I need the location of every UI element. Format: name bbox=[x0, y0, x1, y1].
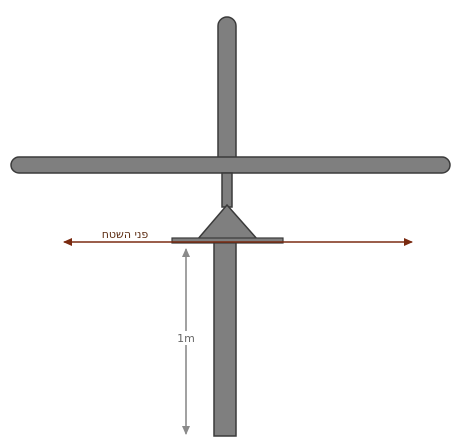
support-bracket bbox=[195, 203, 260, 241]
connecting-rod bbox=[221, 172, 233, 208]
upper-mast bbox=[217, 16, 237, 168]
cross-arm bbox=[10, 156, 451, 174]
depth-label: 1m bbox=[177, 332, 195, 345]
ground-surface-label: פני השטח bbox=[102, 228, 149, 241]
depth-label-backdrop bbox=[175, 331, 197, 345]
buried-post bbox=[213, 239, 237, 437]
